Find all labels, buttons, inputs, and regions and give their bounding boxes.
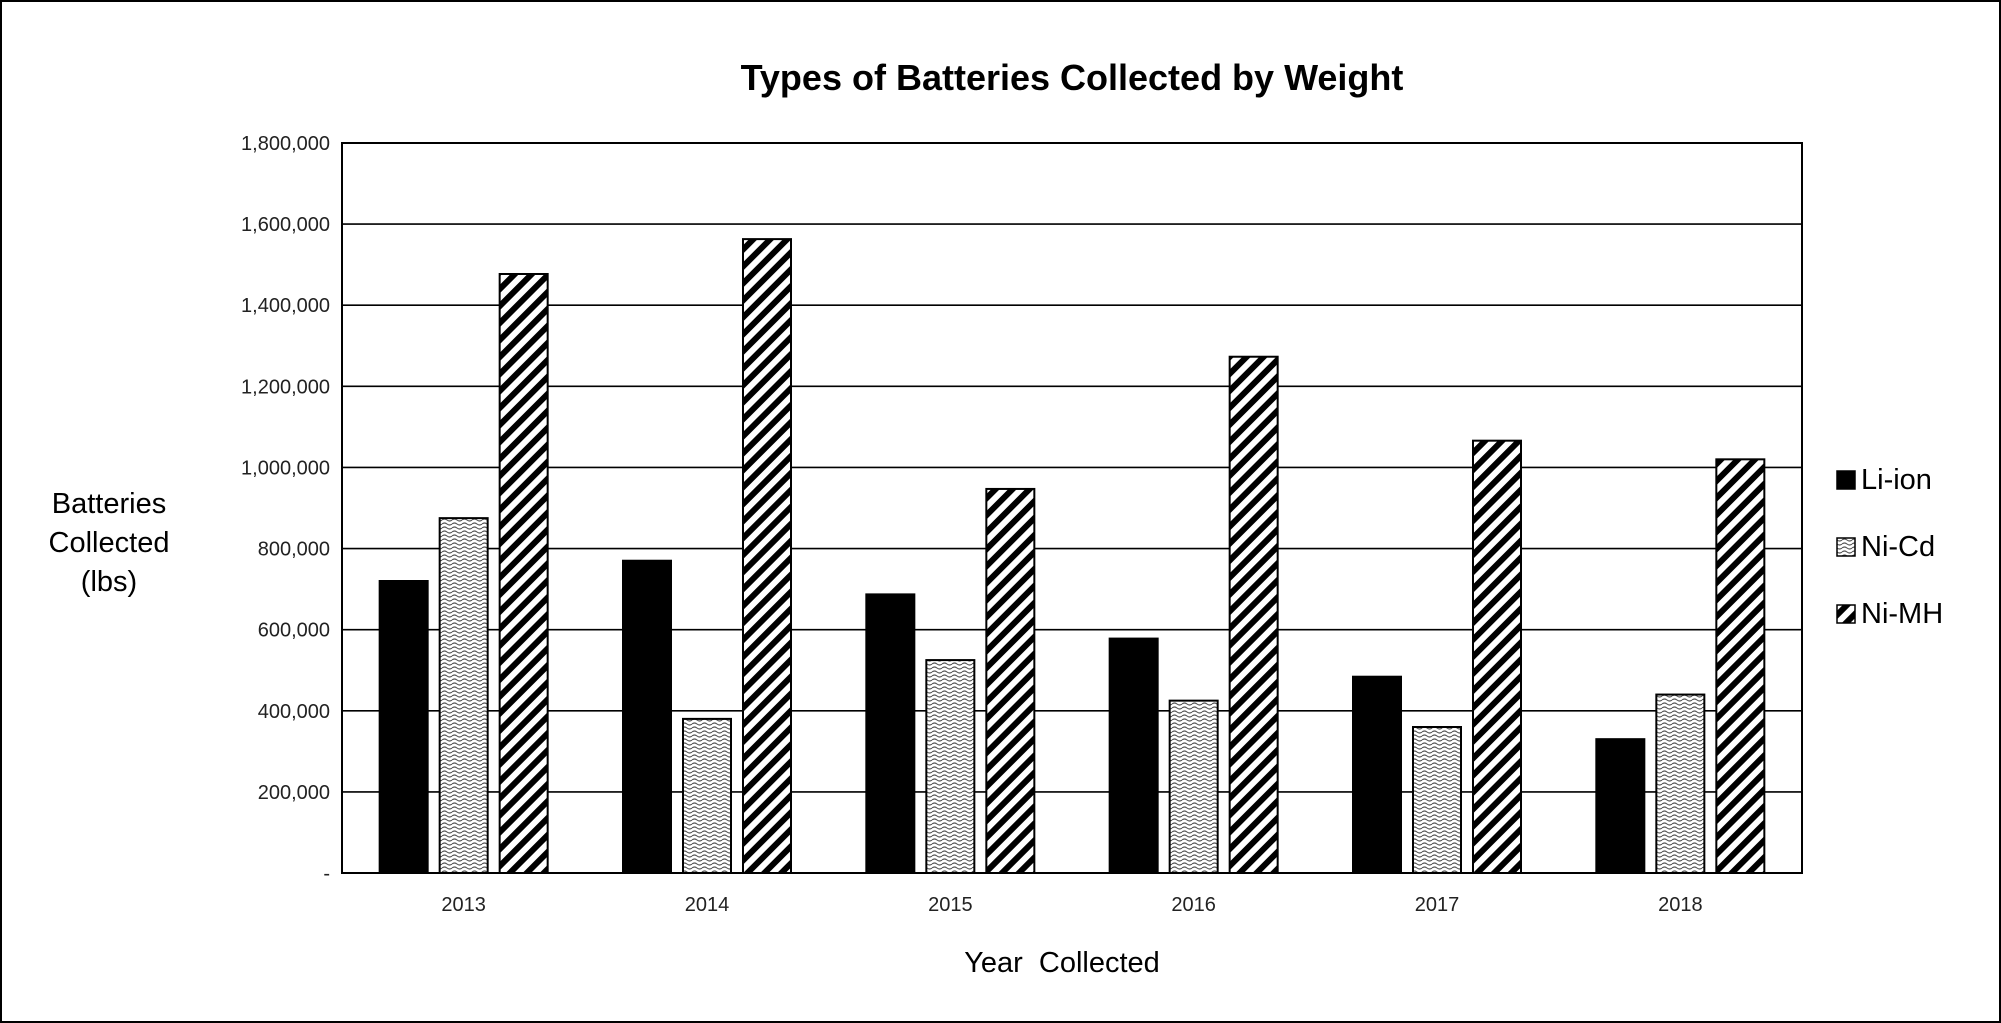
x-tick-label: 2018 [1658, 894, 1703, 916]
x-tick-label: 2017 [1415, 894, 1460, 916]
bar-ni-mh-2018 [1715, 458, 1766, 874]
bar-ni-mh-2013 [498, 272, 549, 874]
bar-li-ion-2018 [1595, 738, 1646, 875]
bar-li-ion-2017 [1352, 675, 1402, 875]
chart-title: Types of Batteries Collected by Weight [741, 57, 1404, 98]
plot-border [341, 142, 1803, 874]
legend-swatch-li-ion [1836, 470, 1856, 490]
x-tick-labels: 2013 2014 2015 2016 2017 2018 [441, 894, 1702, 916]
bar-ni-cd-2018 [1655, 693, 1706, 874]
bar-ni-cd-2015 [925, 659, 976, 874]
y-tick-label: 1,800,000 [241, 133, 330, 155]
bars [378, 238, 1766, 875]
bar-li-ion-2016 [1108, 637, 1159, 874]
y-tick-label: - [323, 863, 330, 885]
bar-ni-mh-2017 [1472, 439, 1522, 874]
x-tick-label: 2013 [441, 894, 486, 916]
legend-label-ni-cd: Ni-Cd [1861, 531, 1935, 563]
y-tick-labels: - 200,000 400,000 600,000 800,000 1,000,000 1,… [241, 133, 330, 885]
bar-ni-cd-2017 [1412, 726, 1462, 874]
x-tick-label: 2014 [685, 894, 730, 916]
bar-ni-cd-2016 [1168, 699, 1219, 875]
x-tick-label: 2016 [1171, 894, 1216, 916]
bar-ni-cd-2014 [682, 717, 732, 875]
bar-ni-mh-2015 [985, 487, 1036, 874]
y-tick-label: 1,000,000 [241, 457, 330, 479]
y-axis-title: Batteries Collected (lbs) [49, 488, 170, 598]
y-tick-label: 600,000 [258, 620, 330, 642]
bar-li-ion-2013 [378, 580, 429, 874]
y-tick-label: 1,200,000 [241, 376, 330, 398]
legend-label-li-ion: Li-ion [1861, 464, 1932, 496]
y-axis-title-line-2: Collected [49, 527, 170, 559]
y-tick-label: 400,000 [258, 701, 330, 723]
legend-swatch-ni-mh [1836, 604, 1856, 624]
y-axis-title-line-1: Batteries [52, 488, 166, 520]
legend-swatch-ni-cd [1836, 537, 1856, 557]
bar-li-ion-2014 [622, 559, 672, 874]
y-tick-label: 1,600,000 [241, 214, 330, 236]
y-axis-title-line-3: (lbs) [81, 566, 137, 598]
y-tick-label: 200,000 [258, 782, 330, 804]
bar-ni-cd-2013 [438, 517, 489, 875]
legend: Li-ion Ni-Cd Ni-MH [1836, 464, 1943, 630]
x-tick-label: 2015 [928, 894, 973, 916]
legend-label-ni-mh: Ni-MH [1861, 598, 1943, 630]
bar-ni-mh-2014 [742, 238, 792, 875]
bar-li-ion-2015 [865, 593, 916, 875]
bar-ni-mh-2016 [1228, 355, 1279, 874]
y-tick-label: 800,000 [258, 539, 330, 561]
gridlines [342, 223, 1802, 793]
x-axis-title: Year Collected [964, 947, 1160, 979]
y-tick-label: 1,400,000 [241, 295, 330, 317]
